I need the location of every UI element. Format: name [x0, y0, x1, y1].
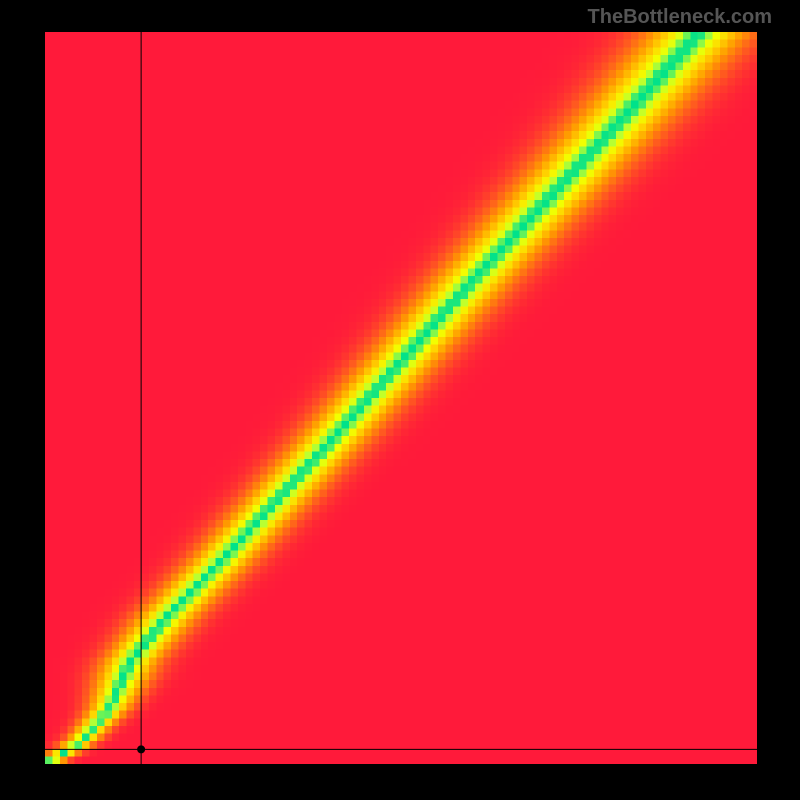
- chart-container: TheBottleneck.com: [0, 0, 800, 800]
- bottleneck-heatmap: [45, 32, 757, 764]
- watermark-label: TheBottleneck.com: [588, 6, 772, 29]
